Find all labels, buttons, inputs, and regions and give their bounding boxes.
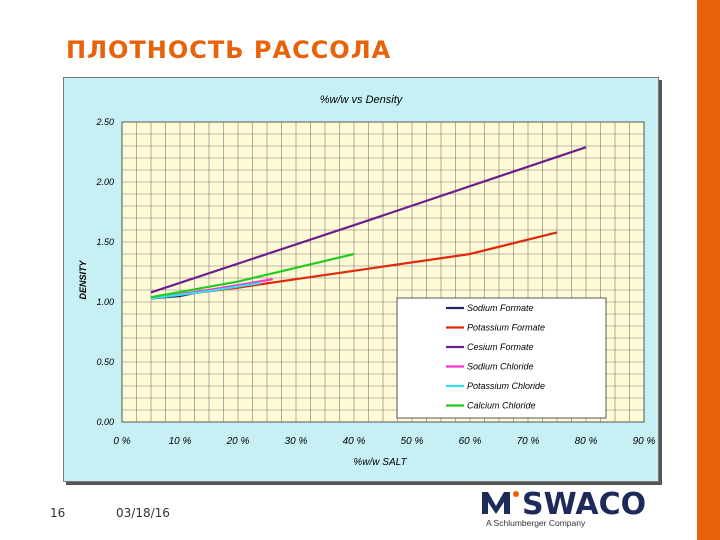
plot-border [121,121,645,423]
company-logo: SWACO A Schlumberger Company [482,487,646,528]
y-tick-label: 0.50 [96,357,114,367]
slide-title: ПЛОТНОСТЬ РАССОЛА [66,36,392,64]
x-tick-label: 10 % [169,436,192,447]
y-tick-label: 0.00 [96,417,114,427]
x-tick-label: 90 % [633,436,656,447]
x-tick-label: 80 % [575,436,598,447]
x-tick-label: 30 % [285,436,308,447]
x-tick-label: 60 % [459,436,482,447]
y-tick-label: 1.50 [96,237,114,247]
y-tick-label: 2.00 [95,177,114,187]
x-tick-label: 50 % [401,436,424,447]
x-tick-label: 0 % [113,436,130,447]
series-line [150,146,587,294]
logo-wordmark: SWACO [522,487,646,522]
page-number: 16 [50,506,66,520]
legend-item-label: Sodium Formate [467,303,534,313]
x-tick-label: 70 % [517,436,540,447]
x-axis-label: %w/w SALT [353,457,407,468]
accent-bar [697,0,720,540]
legend-item-label: Calcium Chloride [467,401,536,411]
slide-date: 03/18/16 [116,506,170,520]
chart-title: %w/w vs Density [320,94,404,106]
legend-item-label: Sodium Chloride [467,362,534,372]
y-tick-label: 1.00 [96,297,114,307]
chart-legend: Sodium Formate Potassium Formate Cesium Fo… [396,297,607,419]
density-chart: 0 % 10 % 20 % 30 % 40 % 50 % 60 % 70 % 80 % 90 % 0… [78,94,656,468]
y-axis-label: DENSITY [78,260,88,300]
legend-item-label: Potassium Formate [467,323,545,333]
legend-item-label: Cesium Formate [467,342,534,352]
chart-area: 0 % 10 % 20 % 30 % 40 % 50 % 60 % 70 % 80 % 90 % 0… [63,77,659,482]
x-tick-label: 20 % [226,436,250,447]
y-tick-label: 2.50 [95,117,114,127]
logo-subtitle: A Schlumberger Company [486,518,586,528]
legend-box [396,297,607,419]
x-tick-label: 40 % [343,436,366,447]
series-line [150,281,262,300]
series-line [150,252,355,299]
legend-item-label: Potassium Chloride [467,381,545,391]
